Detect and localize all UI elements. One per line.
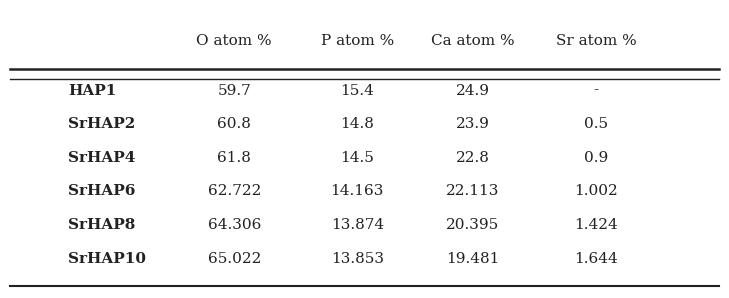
Text: Ca atom %: Ca atom % (432, 34, 515, 48)
Text: 14.5: 14.5 (340, 151, 374, 165)
Text: P atom %: P atom % (321, 34, 394, 48)
Text: 22.8: 22.8 (456, 151, 490, 165)
Text: Sr atom %: Sr atom % (555, 34, 636, 48)
Text: SrHAP6: SrHAP6 (68, 184, 136, 198)
Text: 24.9: 24.9 (456, 83, 490, 97)
Text: 60.8: 60.8 (217, 117, 252, 131)
Text: 22.113: 22.113 (446, 184, 499, 198)
Text: 1.644: 1.644 (574, 252, 618, 266)
Text: SrHAP8: SrHAP8 (68, 218, 136, 232)
Text: 23.9: 23.9 (456, 117, 490, 131)
Text: 15.4: 15.4 (340, 83, 374, 97)
Text: 64.306: 64.306 (208, 218, 261, 232)
Text: SrHAP10: SrHAP10 (68, 252, 146, 266)
Text: 62.722: 62.722 (208, 184, 261, 198)
Text: 19.481: 19.481 (446, 252, 499, 266)
Text: 61.8: 61.8 (217, 151, 252, 165)
Text: HAP1: HAP1 (68, 83, 116, 97)
Text: SrHAP4: SrHAP4 (68, 151, 136, 165)
Text: -: - (593, 83, 599, 97)
Text: 13.874: 13.874 (331, 218, 384, 232)
Text: 59.7: 59.7 (217, 83, 252, 97)
Text: 14.163: 14.163 (330, 184, 384, 198)
Text: SrHAP2: SrHAP2 (68, 117, 135, 131)
Text: 1.424: 1.424 (574, 218, 618, 232)
Text: 0.9: 0.9 (584, 151, 608, 165)
Text: 13.853: 13.853 (331, 252, 383, 266)
Text: 14.8: 14.8 (340, 117, 374, 131)
Text: 0.5: 0.5 (584, 117, 608, 131)
Text: O atom %: O atom % (197, 34, 272, 48)
Text: 65.022: 65.022 (208, 252, 261, 266)
Text: 1.002: 1.002 (574, 184, 618, 198)
Text: 20.395: 20.395 (446, 218, 499, 232)
